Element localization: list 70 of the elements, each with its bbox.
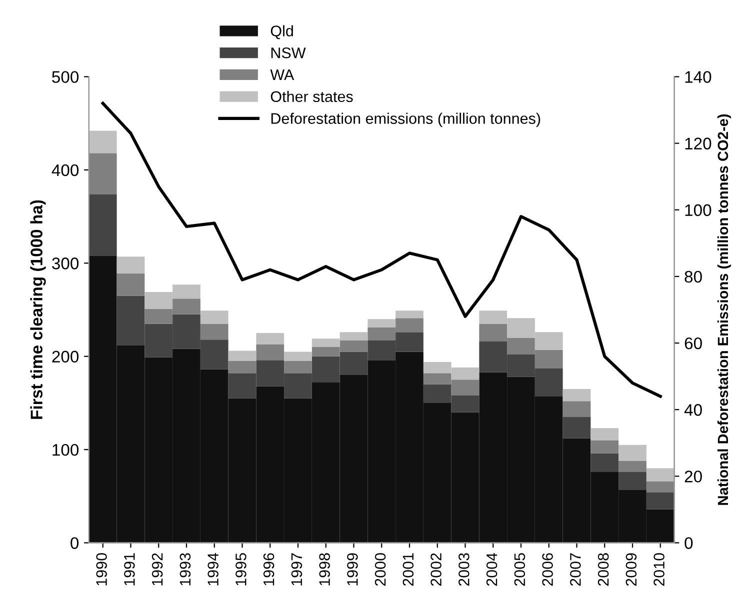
x-tick-label: 1990 [96, 553, 107, 586]
y2-tick-label: 40 [684, 404, 702, 416]
bar [590, 428, 619, 440]
x-tick-label: 2001 [402, 553, 414, 586]
legend-label: Deforestation emissions (million tonnes) [271, 112, 540, 127]
bar [646, 492, 674, 510]
bar [646, 468, 674, 482]
legend-label: Qld [270, 25, 293, 40]
x-tick-label: 2003 [458, 553, 470, 586]
x-tick-label: 1992 [152, 553, 163, 586]
y2-tick-label: 80 [684, 270, 702, 283]
x-tick-label: 1995 [236, 553, 246, 586]
y2-tick-label: 100 [685, 204, 712, 216]
x-tick-label: 1991 [124, 553, 135, 586]
y-tick-label: 100 [52, 444, 79, 456]
legend-label: Other states [270, 90, 353, 102]
bar [228, 350, 256, 362]
bar [284, 352, 312, 362]
bar [200, 324, 228, 340]
x-tick-label: 1999 [347, 553, 358, 586]
y-axis-title: First time clearing (1000 ha) [30, 200, 46, 419]
x-tick-label: 2004 [486, 552, 498, 586]
bar [284, 361, 312, 374]
bar [618, 460, 646, 472]
bar [590, 440, 619, 454]
x-tick-label: 2000 [374, 553, 386, 586]
legend-label: WA [270, 70, 294, 80]
y-tick-label: 300 [52, 258, 79, 270]
bar [88, 130, 117, 154]
x-tick-label: 1994 [208, 552, 218, 586]
legend-label: NSW [271, 47, 306, 58]
y-tick-label: 0 [70, 537, 79, 550]
y-tick-label: 500 [52, 71, 79, 83]
bar [618, 472, 646, 490]
y2-tick-label: 0 [684, 537, 693, 550]
x-tick-label: 2006 [542, 553, 553, 586]
bar [562, 388, 591, 402]
bar [368, 319, 396, 328]
bar [116, 256, 145, 274]
y2-tick-label: 60 [684, 337, 702, 350]
bar [396, 310, 424, 318]
bar [200, 310, 228, 324]
y-tick-label: 400 [52, 164, 79, 176]
bar [116, 273, 145, 296]
y2-tick-label: 20 [684, 470, 702, 482]
x-tick-label: 1993 [180, 553, 191, 586]
x-tick-label: 1997 [291, 553, 302, 586]
y2-axis-title: National Deforestation Emissions (million tonnes CO2-e) [717, 114, 731, 505]
x-tick-label: 2005 [514, 553, 526, 586]
bar [590, 453, 619, 472]
x-tick-label: 2008 [598, 553, 609, 586]
x-tick-label: 1996 [263, 553, 274, 586]
bar [256, 344, 284, 360]
x-tick-label: 1998 [319, 553, 330, 586]
bar [88, 153, 117, 194]
bar [618, 444, 646, 461]
bar [228, 361, 256, 374]
y2-tick-label: 140 [685, 71, 712, 83]
x-tick-label: 2009 [626, 553, 637, 586]
bar [562, 416, 591, 438]
bar [562, 401, 591, 417]
y-tick-label: 200 [52, 350, 79, 363]
x-tick-label: 2007 [570, 553, 581, 586]
bar [646, 481, 674, 492]
y2-tick-label: 120 [685, 138, 712, 150]
x-tick-label: 2002 [430, 553, 442, 586]
x-tick-label: 2010 [654, 553, 664, 586]
line-series [101, 102, 662, 398]
bar [88, 194, 117, 256]
bar [256, 333, 284, 344]
